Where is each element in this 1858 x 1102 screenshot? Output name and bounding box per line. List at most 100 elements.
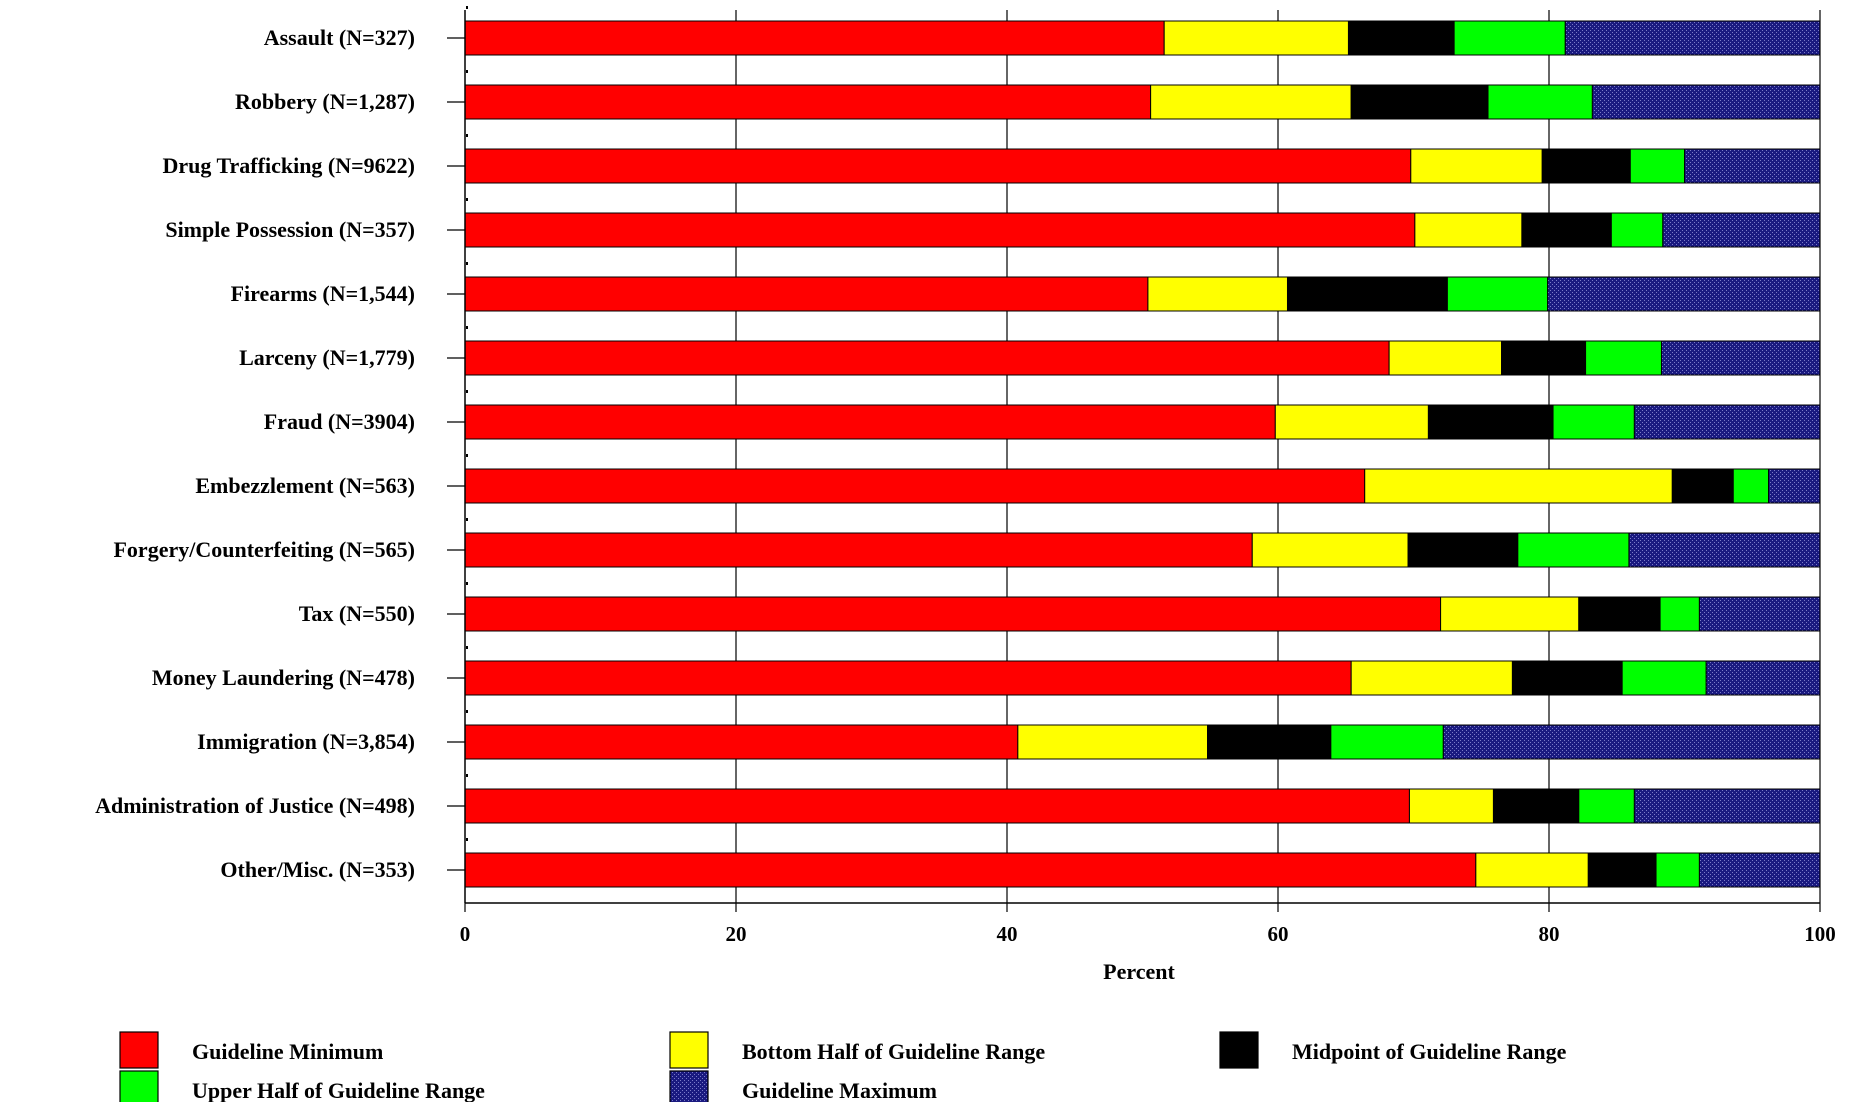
x-tick-label: 100 bbox=[1804, 922, 1836, 946]
bar-segment bbox=[1732, 468, 1770, 504]
bar-segment bbox=[1487, 84, 1593, 120]
bar-segment bbox=[1286, 276, 1448, 312]
bar-segment bbox=[464, 20, 1165, 56]
category-label: Firearms (N=1,544) bbox=[231, 281, 415, 306]
bar-segment bbox=[464, 852, 1477, 888]
bar-segment bbox=[1705, 660, 1821, 696]
bars bbox=[464, 20, 1821, 888]
axes: 0 20 40 60 80 100 bbox=[447, 6, 1836, 946]
bar-segment bbox=[1330, 724, 1444, 760]
bar-segment bbox=[464, 404, 1276, 440]
category-label: Embezzlement (N=563) bbox=[195, 473, 415, 498]
bar-segment bbox=[1442, 724, 1821, 760]
bar-segment bbox=[1621, 660, 1707, 696]
bar-segment bbox=[1150, 84, 1352, 120]
category-label: Assault (N=327) bbox=[264, 25, 415, 50]
category-label: Money Laundering (N=478) bbox=[152, 665, 415, 690]
bar-segment bbox=[1591, 84, 1821, 120]
bar-segment bbox=[464, 276, 1149, 312]
row-separator-mark bbox=[466, 646, 468, 649]
legend-label: Bottom Half of Guideline Range bbox=[742, 1039, 1045, 1064]
row-separator-mark bbox=[466, 326, 468, 329]
legend-label: Guideline Maximum bbox=[742, 1078, 937, 1102]
bar-segment bbox=[1587, 852, 1657, 888]
category-label: Other/Misc. (N=353) bbox=[220, 857, 415, 882]
bar-segment bbox=[464, 596, 1442, 632]
bar-segment bbox=[1768, 468, 1821, 504]
bar-segment bbox=[464, 84, 1152, 120]
bar-segment bbox=[1541, 148, 1631, 184]
bar-segment bbox=[1446, 276, 1549, 312]
row-separator-mark bbox=[466, 454, 468, 457]
row-separator-mark bbox=[466, 838, 468, 841]
bar-segment bbox=[1578, 788, 1635, 824]
x-tick-label: 40 bbox=[997, 922, 1018, 946]
bar-segment bbox=[1655, 852, 1700, 888]
bar-segment bbox=[1475, 852, 1589, 888]
bar-segment bbox=[464, 212, 1416, 248]
row-separator-mark bbox=[466, 6, 468, 9]
bar-segment bbox=[1407, 532, 1519, 568]
row-separator-mark bbox=[466, 582, 468, 585]
bar-segment bbox=[1633, 404, 1821, 440]
x-tick-label: 0 bbox=[460, 922, 471, 946]
bar-segment bbox=[1578, 596, 1661, 632]
bar-segment bbox=[1698, 596, 1821, 632]
legend-label: Upper Half of Guideline Range bbox=[192, 1078, 485, 1102]
row-separator-mark bbox=[466, 134, 468, 137]
bar-segment bbox=[1274, 404, 1429, 440]
bar-segment bbox=[464, 468, 1366, 504]
bar-segment bbox=[1350, 84, 1489, 120]
bar-segment bbox=[1698, 852, 1821, 888]
legend-swatch bbox=[119, 1070, 159, 1102]
bar-segment bbox=[1207, 724, 1332, 760]
category-label: Forgery/Counterfeiting (N=565) bbox=[113, 537, 415, 562]
bar-segment bbox=[1517, 532, 1630, 568]
bar-segment bbox=[464, 148, 1412, 184]
bar-segment bbox=[1017, 724, 1209, 760]
bar-segment bbox=[1347, 20, 1455, 56]
bar-segment bbox=[464, 340, 1390, 376]
bar-segment bbox=[1350, 660, 1513, 696]
category-label: Robbery (N=1,287) bbox=[235, 89, 415, 114]
x-tick-label: 60 bbox=[1268, 922, 1289, 946]
legend-label: Guideline Minimum bbox=[192, 1039, 383, 1064]
legend: Guideline Minimum Bottom Half of Guidelin… bbox=[119, 1031, 1567, 1102]
bar-segment bbox=[1564, 20, 1821, 56]
bar-segment bbox=[1684, 148, 1821, 184]
category-label: Administration of Justice (N=498) bbox=[95, 793, 415, 818]
bar-segment bbox=[1659, 596, 1700, 632]
bar-segment bbox=[1163, 20, 1349, 56]
bar-segment bbox=[1427, 404, 1554, 440]
category-label: Drug Trafficking (N=9622) bbox=[163, 153, 415, 178]
bar-segment bbox=[1410, 148, 1543, 184]
bar-segment bbox=[1660, 340, 1821, 376]
x-tick-label: 80 bbox=[1539, 922, 1560, 946]
x-tick-label: 20 bbox=[726, 922, 747, 946]
bar-segment bbox=[1662, 212, 1821, 248]
legend-label: Midpoint of Guideline Range bbox=[1292, 1039, 1567, 1064]
row-separator-mark bbox=[466, 390, 468, 393]
legend-swatch bbox=[119, 1031, 159, 1069]
bar-segment bbox=[1414, 212, 1523, 248]
legend-swatch bbox=[1219, 1031, 1259, 1069]
x-axis-label: Percent bbox=[1103, 959, 1175, 984]
bar-segment bbox=[1629, 148, 1686, 184]
row-separator-mark bbox=[466, 710, 468, 713]
grid-lines bbox=[735, 10, 1821, 903]
row-separator-mark bbox=[466, 774, 468, 777]
legend-swatch bbox=[669, 1070, 709, 1102]
bar-segment bbox=[1364, 468, 1673, 504]
row-separator-mark bbox=[466, 70, 468, 73]
category-label: Tax (N=550) bbox=[299, 601, 415, 626]
bar-segment bbox=[1453, 20, 1566, 56]
bar-segment bbox=[464, 788, 1410, 824]
category-labels: Assault (N=327) Robbery (N=1,287) Drug Tra… bbox=[95, 25, 415, 882]
bar-segment bbox=[1521, 212, 1612, 248]
bar-segment bbox=[1492, 788, 1580, 824]
bar-segment bbox=[1610, 212, 1664, 248]
bar-segment bbox=[464, 660, 1352, 696]
bar-segment bbox=[1501, 340, 1587, 376]
bar-segment bbox=[1511, 660, 1623, 696]
